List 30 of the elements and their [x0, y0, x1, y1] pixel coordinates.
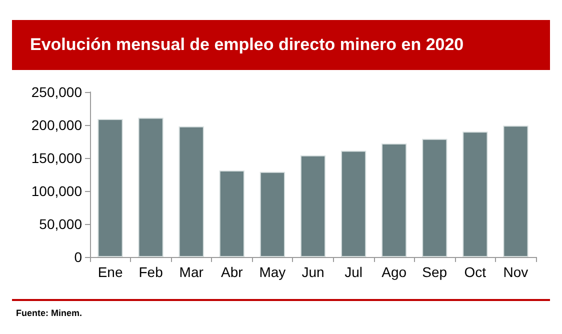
- y-tick-label: 50,000: [39, 216, 82, 232]
- x-tick-label: May: [259, 264, 286, 280]
- bar: [503, 126, 528, 257]
- x-tick-label: Jun: [302, 264, 324, 280]
- bar: [260, 172, 286, 257]
- bar: [98, 119, 123, 257]
- bar: [422, 138, 448, 257]
- y-tick-label: 200,000: [31, 117, 82, 133]
- x-tick-label: Ene: [98, 264, 123, 280]
- x-tick-label: Sep: [422, 264, 448, 280]
- bar: [382, 143, 407, 257]
- x-tick-label: Oct: [464, 264, 486, 280]
- source-note: Fuente: Minem.: [16, 308, 82, 318]
- y-tick-label: 0: [74, 249, 82, 265]
- bar: [340, 150, 366, 257]
- bar: [462, 132, 488, 257]
- y-tick-label: 100,000: [31, 183, 82, 199]
- y-tick-label: 150,000: [31, 150, 82, 166]
- x-tick-label: Mar: [179, 264, 204, 280]
- bar: [300, 155, 326, 257]
- x-tick-label: Feb: [138, 264, 164, 280]
- x-tick-label: Ago: [382, 264, 407, 280]
- chart-title: Evolución mensual de empleo directo minero en 2020: [12, 20, 550, 70]
- y-tick-label: 250,000: [31, 84, 82, 100]
- bar: [219, 170, 244, 257]
- bar: [138, 118, 164, 257]
- x-tick-label: Abr: [221, 264, 244, 280]
- bar: [178, 126, 204, 257]
- x-tick-label: Jul: [344, 264, 362, 280]
- x-tick-label: Nov: [503, 264, 528, 280]
